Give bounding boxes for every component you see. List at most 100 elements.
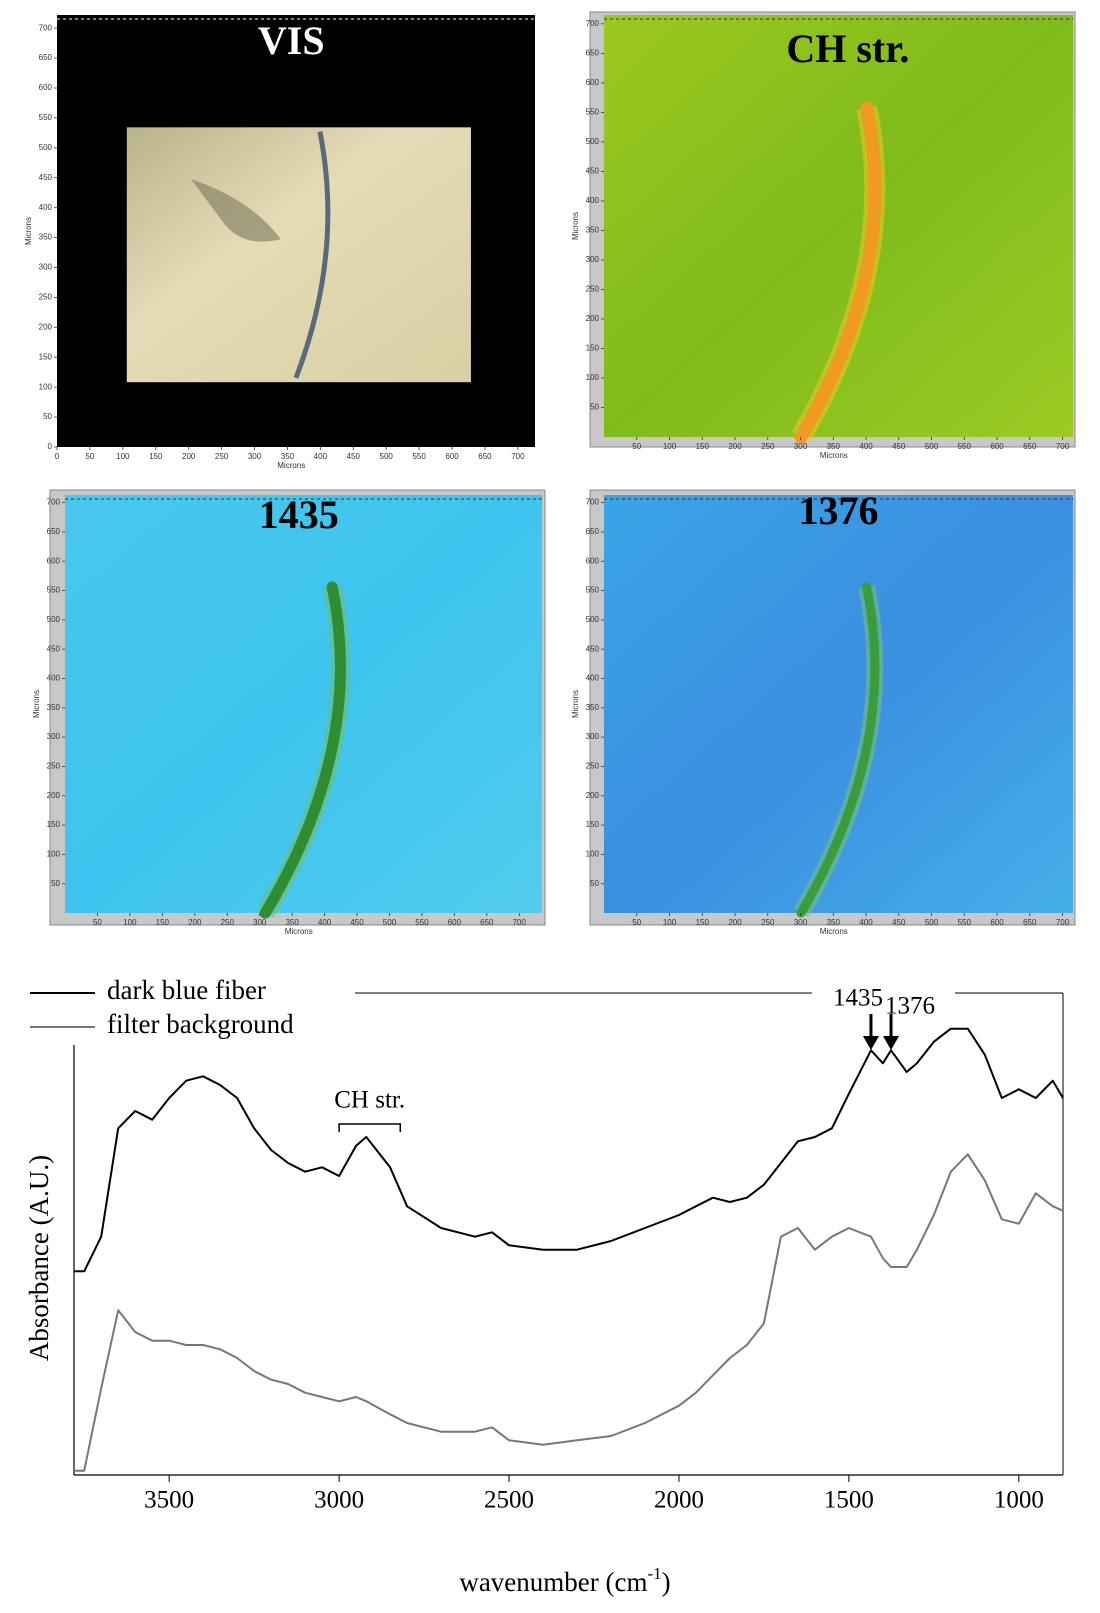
- y-tick-label: 50: [43, 412, 52, 421]
- legend-label: dark blue fiber: [107, 975, 266, 1005]
- x-tick-label: 250: [761, 442, 775, 451]
- x-tick-label: 150: [696, 442, 710, 451]
- figure: VIS0501001502002503003504004505005506006…: [0, 0, 1100, 1608]
- x-tick-label: 200: [182, 452, 196, 461]
- y-tick-label: 500: [39, 143, 53, 152]
- y-tick-label: 400: [47, 674, 61, 683]
- x-tick-label: 400: [859, 918, 873, 927]
- x-tick-label: 250: [221, 918, 235, 927]
- x-tick-label: 650: [480, 918, 494, 927]
- y-tick-label: 250: [586, 762, 600, 771]
- y-tick-label: 50: [51, 879, 60, 888]
- y-tick-label: 450: [47, 644, 61, 653]
- y-tick-label: 200: [586, 791, 600, 800]
- y-tick-label: 300: [586, 732, 600, 741]
- y-tick-label: 450: [39, 173, 53, 182]
- x-tick-label: 300: [794, 442, 808, 451]
- y-tick-label: 700: [47, 498, 61, 507]
- x-tick-label: 400: [859, 442, 873, 451]
- panel-title: 1376: [799, 488, 879, 533]
- y-tick-label: 450: [586, 167, 600, 176]
- x-tick-label: 200: [728, 442, 742, 451]
- y-tick-label: 300: [586, 255, 600, 264]
- x-axis-label: Microns: [285, 927, 313, 936]
- y-tick-label: 150: [586, 344, 600, 353]
- x-tick-label: 700: [1056, 918, 1070, 927]
- y-tick-label: 500: [586, 615, 600, 624]
- y-tick-label: 50: [590, 403, 599, 412]
- y-tick-label: 600: [39, 83, 53, 92]
- x-tick-label: 50: [632, 442, 641, 451]
- x-tick-label: 700: [1056, 442, 1070, 451]
- x-tick-label: 1000: [994, 1487, 1044, 1514]
- y-tick-label: 100: [47, 849, 61, 858]
- legend-label: filter background: [107, 1009, 294, 1039]
- y-tick-label: 600: [47, 556, 61, 565]
- x-tick-label: 100: [116, 452, 130, 461]
- y-axis-label: Microns: [24, 217, 33, 245]
- x-tick-label: 300: [794, 918, 808, 927]
- y-tick-label: 550: [586, 586, 600, 595]
- x-axis-label-part: ): [662, 1567, 671, 1597]
- y-tick-label: 200: [47, 791, 61, 800]
- x-tick-label: 550: [415, 918, 429, 927]
- x-tick-label: 450: [892, 442, 906, 451]
- y-tick-label: 700: [586, 19, 600, 28]
- y-tick-label: 350: [586, 703, 600, 712]
- y-tick-label: 150: [39, 352, 53, 361]
- y-tick-label: 200: [39, 322, 53, 331]
- y-tick-label: 400: [586, 674, 600, 683]
- x-tick-label: 3000: [314, 1487, 364, 1514]
- x-tick-label: 650: [478, 452, 492, 461]
- x-tick-label: 700: [513, 918, 527, 927]
- x-tick-label: 200: [188, 918, 202, 927]
- y-tick-label: 650: [586, 527, 600, 536]
- x-tick-label: 100: [663, 442, 677, 451]
- y-tick-label: 500: [47, 615, 61, 624]
- y-tick-label: 550: [47, 586, 61, 595]
- x-axis-label: Microns: [820, 451, 848, 460]
- x-axis-label: wavenumber (cm-1): [459, 1564, 670, 1597]
- y-tick-label: 600: [586, 556, 600, 565]
- x-tick-label: 2000: [654, 1487, 704, 1514]
- x-tick-label: 650: [1023, 918, 1037, 927]
- x-tick-label: 300: [248, 452, 262, 461]
- x-tick-label: 50: [85, 452, 94, 461]
- y-tick-label: 100: [586, 849, 600, 858]
- x-tick-label: 450: [347, 452, 361, 461]
- y-tick-label: 450: [586, 644, 600, 653]
- x-tick-label: 300: [253, 918, 267, 927]
- x-tick-label: 150: [696, 918, 710, 927]
- y-tick-label: 650: [39, 53, 53, 62]
- x-tick-label: 500: [925, 442, 939, 451]
- arrow-head: [883, 1036, 899, 1050]
- y-tick-label: 100: [39, 382, 53, 391]
- y-tick-label: 350: [39, 233, 53, 242]
- y-axis-label: Absorbance (A.U.): [24, 1155, 54, 1361]
- x-axis-label-part: -1: [648, 1564, 662, 1583]
- panel-title: CH str.: [786, 26, 909, 71]
- bracket: [339, 1124, 400, 1132]
- x-tick-label: 400: [314, 452, 328, 461]
- y-tick-label: 350: [586, 226, 600, 235]
- y-tick-label: 700: [39, 23, 53, 32]
- spectrum-line: [74, 1154, 1063, 1470]
- x-tick-label: 3500: [144, 1487, 194, 1514]
- x-tick-label: 600: [445, 452, 459, 461]
- y-tick-label: 500: [586, 137, 600, 146]
- x-axis-label: Microns: [820, 927, 848, 936]
- y-tick-label: 100: [586, 373, 600, 382]
- x-tick-label: 400: [318, 918, 332, 927]
- y-tick-label: 0: [48, 442, 53, 451]
- x-tick-label: 250: [761, 918, 775, 927]
- x-tick-label: 500: [383, 918, 397, 927]
- y-tick-label: 300: [39, 263, 53, 272]
- x-tick-label: 600: [990, 442, 1004, 451]
- x-tick-label: 50: [632, 918, 641, 927]
- y-tick-label: 650: [586, 48, 600, 57]
- y-axis-label: Microns: [32, 690, 41, 718]
- x-tick-label: 650: [1023, 442, 1037, 451]
- x-tick-label: 150: [149, 452, 163, 461]
- annotation-label: 1435: [833, 985, 883, 1012]
- panel-title: 1435: [259, 492, 339, 537]
